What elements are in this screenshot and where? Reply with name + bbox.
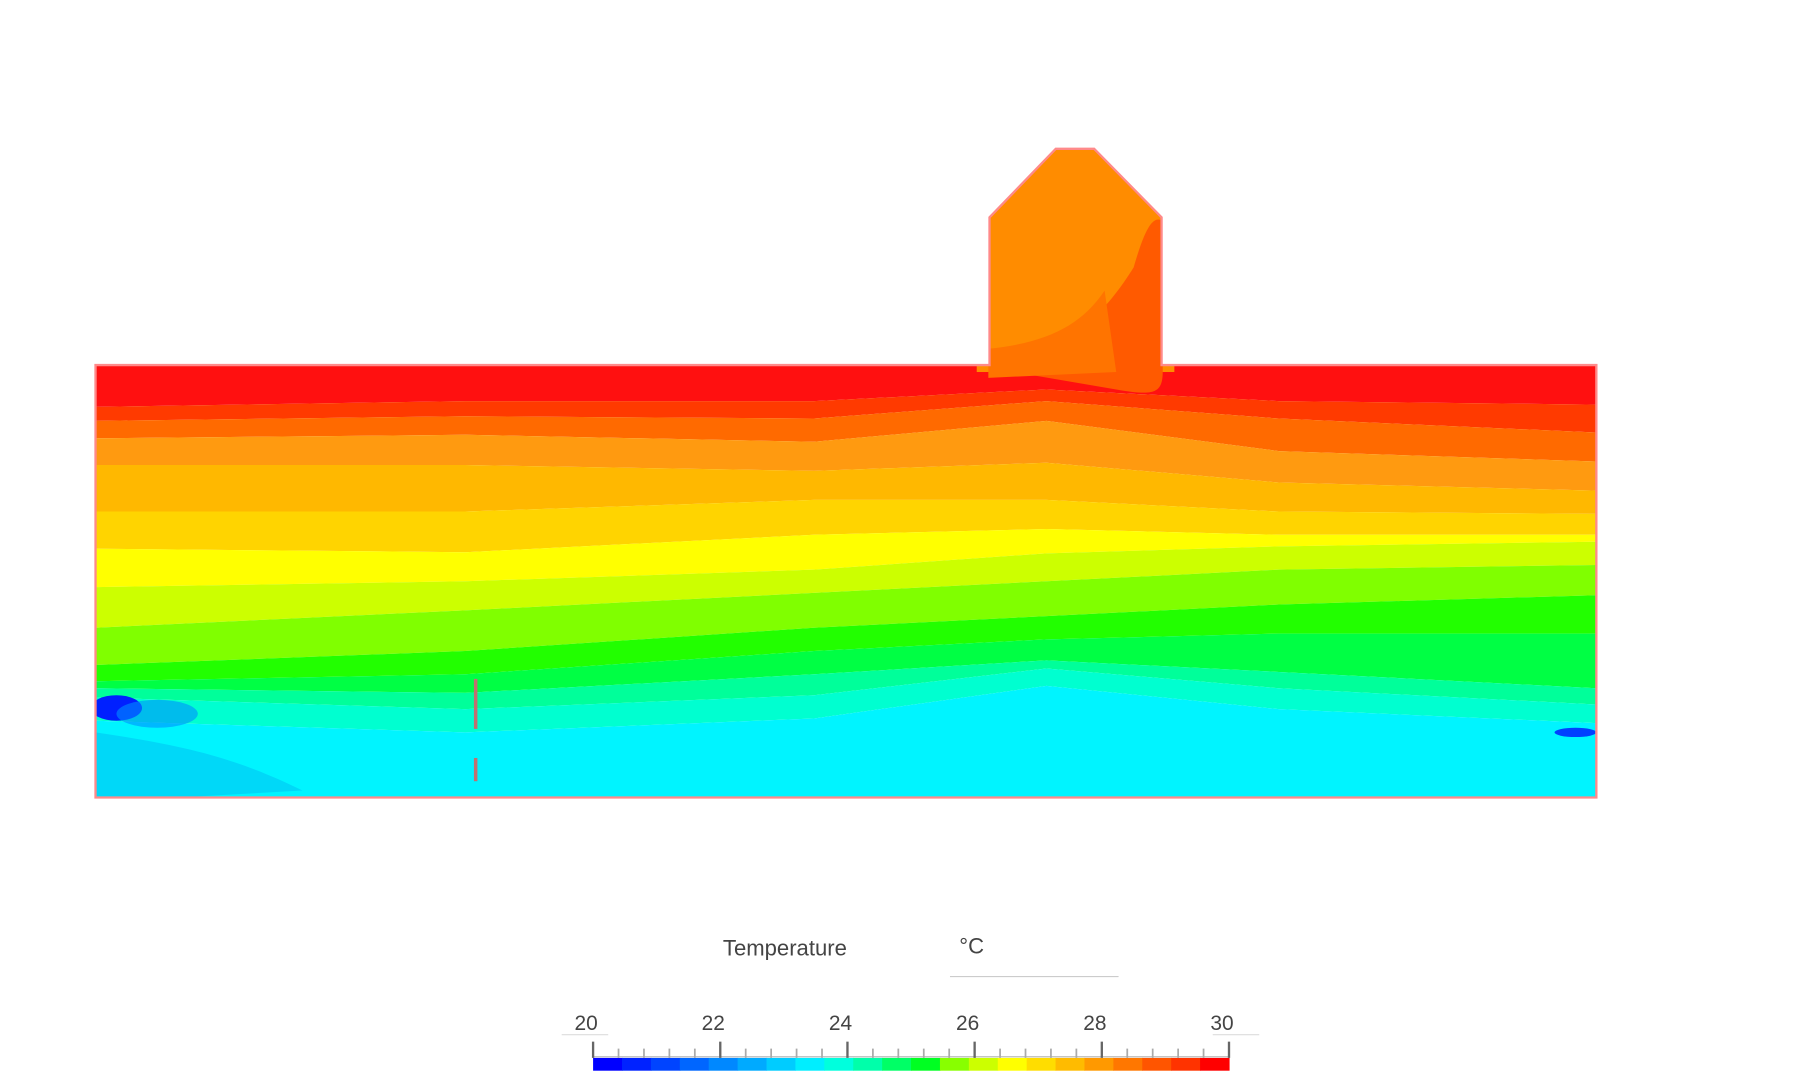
contour-band: [95, 564, 1597, 665]
chimney-hot-core: [999, 219, 1163, 393]
contour-band: [95, 401, 1597, 462]
contour-band: [95, 462, 1597, 514]
colorbar-segment: [824, 1057, 854, 1071]
colorbar-segment: [593, 1057, 623, 1071]
contour-band: [95, 389, 1597, 433]
contour-band: [95, 668, 1597, 733]
tick-label: 24: [829, 1012, 853, 1035]
cool-pocket: [95, 732, 303, 798]
colorbar-segment: [968, 1057, 999, 1071]
colorbar-segment: [1055, 1057, 1086, 1071]
colorbar-segment: [1084, 1057, 1114, 1071]
colorbar-segment: [1026, 1057, 1057, 1071]
contour-band: [95, 348, 1597, 407]
colorbar-segment: [1171, 1057, 1201, 1071]
chimney-mixing: [988, 290, 1117, 378]
contour-band: [95, 541, 1597, 628]
colorbar-segment: [650, 1057, 681, 1071]
legend-title: Temperature: [723, 936, 847, 961]
tick-label: 20: [574, 1012, 597, 1035]
colorbar-segment: [853, 1057, 883, 1071]
colorbar-segment: [795, 1057, 825, 1071]
legend-unit: °C: [959, 933, 984, 958]
domain-outline: [94, 147, 1598, 799]
contour-band: [95, 685, 1597, 798]
colorbar-segment: [1142, 1057, 1172, 1071]
colorbar-segment: [1113, 1057, 1143, 1071]
inlet-jet-halo: [116, 699, 198, 728]
temperature-field: [95, 148, 1597, 798]
colorbar-segment: [997, 1057, 1028, 1071]
colorbar: 20 22 24 26 28 30: [561, 1012, 1260, 1071]
contour-band: [95, 499, 1597, 553]
contour-band: [95, 420, 1597, 491]
colorbar-segment: [1200, 1057, 1230, 1071]
contour-band: [95, 595, 1597, 682]
contour-band: [95, 660, 1597, 710]
colorbar-segment: [679, 1057, 710, 1071]
tick-label: 22: [702, 1012, 725, 1035]
colorbar-segment: [737, 1057, 768, 1071]
colorbar-segment: [621, 1057, 652, 1071]
tick-label: 30: [1210, 1012, 1233, 1035]
colorbar-segment: [882, 1057, 912, 1071]
colorbar-segment: [766, 1057, 797, 1071]
tick-label: 26: [956, 1012, 979, 1035]
contour-band: [95, 633, 1597, 693]
tick-label: 28: [1083, 1012, 1106, 1035]
colorbar-segment: [911, 1057, 941, 1071]
outlet-jet: [1554, 727, 1597, 738]
colorbar-segment: [939, 1057, 970, 1071]
colorbar-segment: [708, 1057, 739, 1071]
contour-band: [95, 528, 1597, 588]
